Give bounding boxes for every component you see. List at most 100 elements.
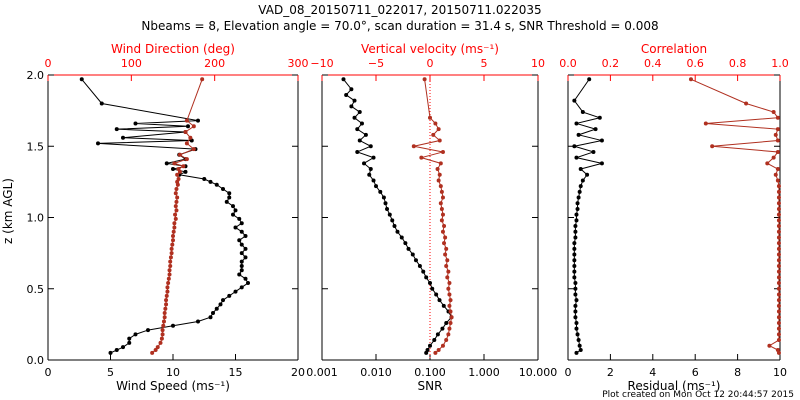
wind-direction-point	[175, 172, 180, 177]
wind-direction-point	[164, 298, 169, 303]
residual-point	[599, 138, 604, 143]
residual-point	[580, 178, 585, 183]
snr-point	[440, 326, 445, 331]
figure-title-line1: VAD_08_20150711_022017, 20150711.022035	[258, 3, 541, 17]
wind-speed-point	[171, 323, 175, 328]
correlation-point	[776, 218, 781, 223]
wind-speed-point	[211, 310, 215, 315]
snr-point	[437, 298, 442, 303]
residual-point	[577, 189, 582, 194]
wind-direction-point	[175, 195, 180, 200]
correlation-point	[776, 195, 781, 200]
correlation-point	[710, 144, 715, 149]
wind-direction-point	[184, 141, 189, 146]
residual-point	[573, 281, 578, 286]
snr-point	[395, 229, 400, 234]
x-tick-label-bottom: 4	[649, 366, 656, 379]
residual-point	[575, 201, 580, 206]
wind-direction-point	[169, 246, 174, 251]
correlation-point	[775, 115, 780, 120]
wind-speed-point	[239, 221, 244, 226]
snr-point	[383, 201, 388, 206]
residual-point	[576, 132, 581, 137]
snr-point	[357, 110, 362, 115]
wind-speed-point	[227, 195, 232, 200]
wind-speed-point	[186, 124, 190, 129]
vertical-velocity-point	[437, 138, 442, 143]
wind-speed-point	[208, 315, 213, 320]
snr-point	[363, 132, 368, 137]
snr-point	[378, 189, 383, 194]
wind-direction-point	[173, 212, 178, 217]
wind-direction-point	[175, 182, 180, 187]
wind-direction-point	[164, 293, 169, 298]
snr-point	[430, 286, 435, 291]
wind-direction-point	[153, 348, 158, 353]
wind-direction-point	[177, 169, 182, 174]
snr-point	[387, 212, 392, 217]
wind-direction-point	[160, 332, 165, 337]
correlation-point	[776, 235, 781, 240]
wind-speed-point	[227, 191, 232, 196]
vertical-velocity-point	[440, 149, 445, 154]
residual-point	[575, 206, 580, 211]
snr-point	[441, 303, 446, 308]
wind-speed-point	[239, 268, 244, 273]
snr-point	[390, 218, 395, 223]
correlation-point	[776, 281, 781, 286]
residual-point	[572, 144, 577, 149]
snr-point	[368, 144, 373, 149]
wind-speed-point	[243, 246, 248, 251]
vertical-velocity-point	[448, 298, 453, 303]
correlation-point	[767, 343, 772, 348]
x-tick-label-top: −5	[368, 57, 384, 70]
correlation-point	[776, 263, 781, 268]
residual-point	[572, 269, 577, 274]
wind-speed-point	[196, 319, 200, 324]
snr-point	[428, 281, 432, 286]
wind-speed-point	[233, 225, 238, 230]
x-tick-label-bottom: 6	[692, 366, 699, 379]
snr-point	[341, 77, 346, 82]
snr-point	[355, 127, 360, 132]
wind-speed-point	[79, 77, 84, 82]
snr-point	[355, 149, 360, 154]
wind-direction-point	[165, 289, 170, 294]
vertical-velocity-point	[448, 320, 453, 325]
wind-speed-point	[164, 161, 169, 166]
x-tick-label-top: 1.0	[771, 57, 789, 70]
correlation-point	[775, 167, 780, 172]
x-axis-label-top: Vertical velocity (ms⁻¹)	[361, 42, 499, 56]
correlation-point	[776, 332, 781, 337]
x-tick-label-bottom: 5	[107, 366, 114, 379]
figure-title-line2: Nbeams = 8, Elevation angle = 70.0°, sca…	[141, 19, 658, 33]
wind-direction-point	[174, 199, 179, 204]
correlation-point	[703, 121, 708, 126]
wind-speed-point	[239, 251, 244, 256]
residual-point	[572, 246, 577, 251]
wind-direction-point	[191, 147, 196, 152]
vertical-velocity-point	[443, 235, 448, 240]
wind-speed-point	[246, 281, 250, 286]
vertical-velocity-point	[446, 269, 451, 274]
residual-line	[573, 78, 603, 354]
vertical-velocity-point	[437, 172, 442, 177]
wind-direction-point	[160, 328, 165, 333]
wind-speed-point	[146, 328, 150, 333]
x-tick-label-bottom: 1.000	[468, 366, 500, 379]
snr-point	[424, 275, 429, 280]
snr-point	[362, 161, 367, 166]
wind-speed-point	[221, 298, 225, 303]
vertical-velocity-point	[433, 121, 438, 126]
x-tick-label-top: 0.0	[559, 57, 577, 70]
vertical-velocity-point	[445, 275, 450, 280]
x-tick-label-bottom: 0.001	[306, 366, 338, 379]
wind-direction-point	[172, 221, 177, 226]
wind-speed-point	[218, 302, 223, 307]
vertical-velocity-point	[440, 212, 445, 217]
residual-point	[580, 110, 585, 115]
correlation-point	[776, 201, 781, 206]
vertical-velocity-point	[448, 309, 453, 314]
wind-direction-point	[171, 229, 176, 234]
